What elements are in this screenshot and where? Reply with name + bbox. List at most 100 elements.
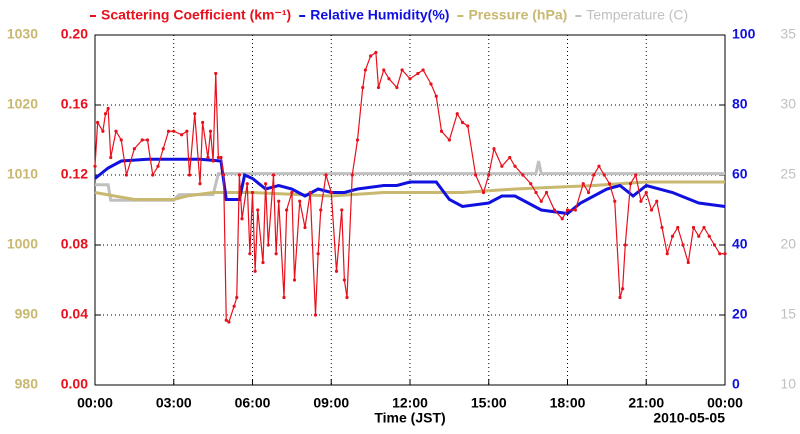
data-point bbox=[292, 278, 297, 282]
data-point bbox=[623, 243, 627, 247]
data-point bbox=[602, 173, 606, 177]
x-tick-label: 15:00 bbox=[471, 395, 507, 411]
y4-tick-label: 25 bbox=[780, 166, 796, 182]
data-point bbox=[712, 243, 717, 247]
data-point bbox=[106, 106, 110, 111]
data-point bbox=[723, 252, 727, 256]
x-tick-label: 00:00 bbox=[77, 395, 113, 411]
data-point bbox=[408, 77, 412, 81]
data-point bbox=[697, 234, 701, 238]
data-point bbox=[670, 234, 675, 238]
data-point bbox=[660, 225, 664, 230]
data-point bbox=[539, 199, 543, 203]
data-point bbox=[460, 120, 465, 125]
data-point bbox=[649, 208, 654, 212]
y3-tick-label: 1000 bbox=[7, 236, 38, 252]
data-point bbox=[235, 295, 239, 300]
data-point bbox=[256, 208, 260, 212]
date-label: 2010-05-05 bbox=[653, 410, 725, 426]
data-point bbox=[319, 208, 323, 212]
data-point bbox=[282, 295, 286, 300]
data-point bbox=[691, 225, 696, 230]
data-point bbox=[529, 182, 533, 186]
y2-tick-label: 60 bbox=[732, 166, 748, 182]
data-point bbox=[253, 269, 257, 273]
data-point bbox=[369, 54, 373, 58]
y4-tick-label: 20 bbox=[780, 236, 796, 252]
data-point bbox=[334, 269, 339, 273]
data-point bbox=[613, 199, 617, 203]
data-point bbox=[597, 164, 601, 168]
data-point bbox=[329, 190, 333, 195]
data-point bbox=[455, 112, 459, 116]
data-point bbox=[237, 173, 241, 177]
data-point bbox=[308, 190, 312, 195]
data-point bbox=[416, 71, 420, 76]
data-point bbox=[340, 208, 344, 212]
data-point bbox=[376, 85, 381, 90]
data-point bbox=[634, 173, 638, 177]
data-point bbox=[222, 173, 226, 177]
data-point bbox=[101, 129, 105, 133]
data-point bbox=[250, 190, 255, 195]
data-point bbox=[298, 199, 302, 203]
y3-tick-label: 1020 bbox=[7, 96, 38, 112]
data-point bbox=[290, 190, 294, 195]
data-point bbox=[686, 260, 690, 265]
data-point bbox=[513, 164, 517, 168]
data-point bbox=[214, 71, 218, 76]
data-point bbox=[316, 252, 320, 256]
data-point bbox=[201, 120, 205, 125]
data-point bbox=[374, 50, 378, 55]
legend-label: Relative Humidity(%) bbox=[310, 7, 449, 23]
data-point bbox=[707, 234, 711, 238]
data-point bbox=[193, 112, 197, 116]
data-point bbox=[592, 173, 596, 177]
y-tick-label: 0.12 bbox=[61, 166, 88, 182]
y-tick-label: 0.20 bbox=[61, 26, 88, 42]
data-point bbox=[166, 129, 171, 133]
data-point bbox=[581, 182, 585, 186]
y3-tick-label: 990 bbox=[15, 306, 39, 322]
data-point bbox=[303, 225, 307, 230]
data-point bbox=[342, 278, 346, 282]
data-point bbox=[172, 129, 176, 133]
x-axis-label: Time (JST) bbox=[374, 410, 445, 426]
data-point bbox=[313, 313, 318, 317]
y-tick-label: 0.04 bbox=[61, 306, 88, 322]
data-point bbox=[96, 120, 100, 125]
y3-tick-label: 980 bbox=[15, 376, 39, 392]
data-point bbox=[655, 199, 659, 203]
data-point bbox=[109, 155, 113, 160]
data-point bbox=[274, 252, 278, 256]
data-point bbox=[198, 182, 202, 186]
data-point bbox=[702, 225, 706, 230]
data-point bbox=[151, 173, 155, 177]
data-point bbox=[261, 260, 265, 265]
data-point bbox=[208, 129, 213, 133]
data-point bbox=[560, 217, 564, 221]
data-point bbox=[345, 295, 349, 300]
data-point bbox=[474, 173, 478, 177]
data-point bbox=[439, 129, 444, 133]
data-point bbox=[400, 68, 404, 72]
data-point bbox=[500, 164, 504, 168]
data-point bbox=[140, 138, 144, 142]
data-point bbox=[665, 252, 669, 256]
data-point bbox=[434, 94, 438, 98]
data-point bbox=[132, 147, 136, 151]
data-point bbox=[676, 225, 680, 230]
data-point bbox=[363, 68, 367, 72]
data-point bbox=[492, 147, 496, 151]
data-point bbox=[119, 138, 123, 142]
data-point bbox=[481, 190, 486, 195]
y2-tick-label: 80 bbox=[732, 96, 748, 112]
data-point bbox=[508, 155, 512, 160]
data-point bbox=[180, 133, 184, 137]
data-point bbox=[232, 304, 236, 308]
x-tick-label: 00:00 bbox=[707, 395, 743, 411]
y2-tick-label: 20 bbox=[732, 306, 748, 322]
data-point bbox=[350, 173, 354, 177]
y4-tick-label: 10 bbox=[780, 376, 796, 392]
